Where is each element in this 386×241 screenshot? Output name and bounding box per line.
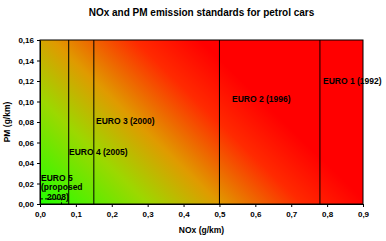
y-tick-label: 0,12 [18,77,34,86]
x-tick: 0,4 [178,204,190,219]
x-tick: 0,2 [107,204,119,219]
x-tick: 0,7 [286,204,298,219]
y-tick: 0,02 [18,180,40,189]
y-tick-label: 0,16 [18,36,34,45]
y-axis: 0,00 0,02 0,04 0,06 0,08 0,10 0,12 0,14 0,16 [18,36,40,209]
y-tick: 0,16 [18,36,40,45]
plot-background [40,40,363,204]
regions [40,40,320,204]
x-axis: 0,0 0,1 0,2 0,3 0,4 0,5 0,6 0,7 0,8 0,9 [35,204,370,219]
x-tick: 0,0 [35,204,47,219]
y-tick: 0,12 [18,77,40,86]
region-label: EURO 3 (2000) [96,116,155,126]
x-tick-mark [112,204,113,207]
x-tick-label: 0,5 [214,210,226,219]
x-tick-label: 0,1 [71,210,83,219]
x-tick-label: 0,9 [358,210,370,219]
limit-line [219,40,220,204]
x-tick: 0,5 [214,204,226,219]
x-tick-mark [76,204,77,207]
x-tick-label: 0,2 [107,210,119,219]
y-tick: 0,10 [18,98,40,107]
x-tick-label: 0,3 [143,210,155,219]
x-tick-label: 0,8 [322,210,334,219]
y-tick-mark [37,122,40,123]
x-tick: 0,1 [71,204,83,219]
x-tick-label: 0,4 [178,210,190,219]
y-tick-label: 0,02 [18,180,34,189]
x-tick: 0,3 [143,204,155,219]
region-label: EURO 2 (1996) [232,94,291,104]
y-tick-label: 0,04 [18,159,34,168]
chart-title: NOx and PM emission standards for petrol… [89,7,315,18]
x-tick-mark [363,204,364,207]
region-label: EURO 4 (2005) [69,147,128,157]
y-tick-label: 0,00 [18,200,34,209]
y-tick-mark [37,61,40,62]
chart: 0,00,10,20,30,40,50,60,70,80,90,000,020,… [0,0,386,241]
y-tick-label: 0,10 [18,98,34,107]
x-tick-mark [219,204,220,207]
y-tick-label: 0,06 [18,139,34,148]
x-tick-label: 0,0 [35,210,47,219]
y-tick-mark [37,204,40,205]
x-tick-mark [255,204,256,207]
y-tick-label: 0,08 [18,118,34,127]
y-tick-mark [37,40,40,41]
x-tick-mark [327,204,328,207]
plot-frame [40,40,363,204]
x-tick: 0,8 [322,204,334,219]
x-tick-mark [184,204,185,207]
y-axis-title: PM (g/km) [2,102,12,143]
x-tick-mark [291,204,292,207]
x-tick-mark [148,204,149,207]
y-tick: 0,08 [18,118,40,127]
limit-line [319,40,320,204]
x-tick: 0,6 [250,204,262,219]
x-tick: 0,9 [358,204,370,219]
x-axis-title: NOx (g/km) [179,225,225,235]
region-label: EURO 1 (1992) [323,76,382,86]
region-label: EURO 5(proposed2008) [41,173,83,202]
y-tick-label: 0,14 [18,57,34,66]
y-tick-mark [37,143,40,144]
x-axis-line [41,204,364,205]
y-tick: 0,14 [18,57,40,66]
x-tick-label: 0,6 [250,210,262,219]
y-tick: 0,00 [18,200,40,209]
y-tick-mark [37,184,40,185]
y-tick-mark [37,81,40,82]
y-tick: 0,04 [18,159,40,168]
y-tick-mark [37,163,40,164]
y-tick-mark [37,102,40,103]
y-tick: 0,06 [18,139,40,148]
x-tick-label: 0,7 [286,210,298,219]
limit-line [93,40,94,204]
